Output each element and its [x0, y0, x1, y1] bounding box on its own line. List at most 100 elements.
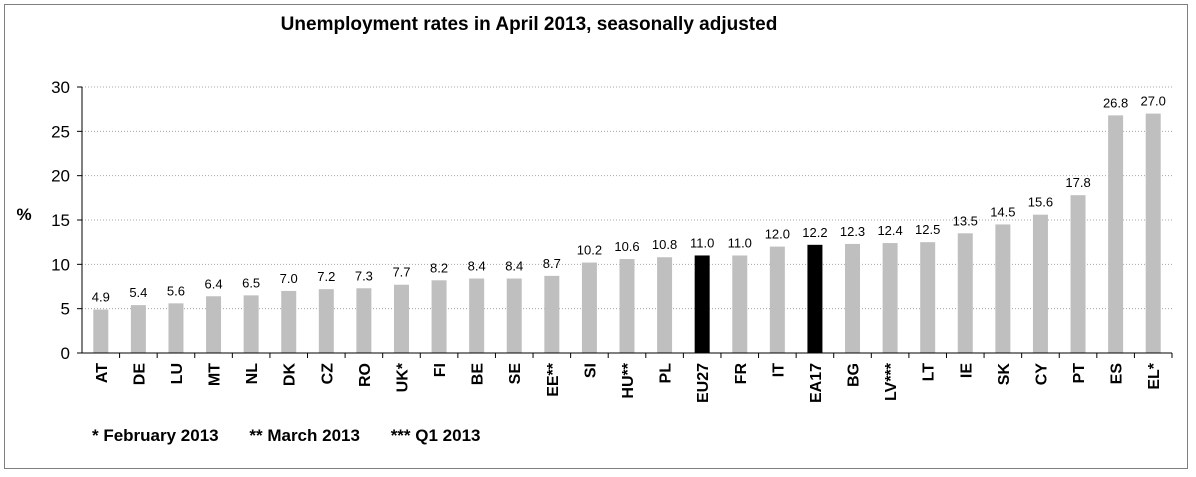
- y-tick-label: 20: [51, 167, 70, 186]
- data-label: 10.8: [652, 237, 677, 252]
- data-label: 12.0: [765, 227, 790, 242]
- x-tick-label: EA17: [808, 363, 825, 403]
- y-tick-label: 5: [61, 300, 70, 319]
- x-tick-label: FR: [733, 363, 750, 385]
- x-tick-label: BG: [846, 363, 863, 387]
- data-label: 6.5: [242, 275, 260, 290]
- data-label: 5.4: [129, 285, 147, 300]
- data-label: 13.5: [953, 213, 978, 228]
- x-tick-label: HU**: [620, 362, 637, 398]
- x-tick-label: NL: [244, 363, 261, 385]
- x-tick-label: MT: [207, 363, 224, 386]
- footnote-1: * February 2013: [92, 426, 219, 445]
- bar: [995, 224, 1011, 353]
- bar: [356, 288, 372, 353]
- bar: [1108, 115, 1124, 353]
- x-tick-label: FI: [432, 363, 449, 377]
- bar: [694, 255, 710, 353]
- bar: [657, 257, 673, 353]
- y-axis-label: %: [16, 205, 31, 224]
- data-label: 7.0: [280, 271, 298, 286]
- bar: [130, 305, 146, 353]
- y-tick-label: 25: [51, 122, 70, 141]
- data-label: 7.7: [392, 265, 410, 280]
- bar: [393, 284, 409, 353]
- data-label: 11.0: [728, 235, 752, 250]
- x-tick-label: CY: [1033, 363, 1050, 386]
- bar: [769, 246, 785, 353]
- bar: [469, 278, 485, 353]
- bars: [93, 113, 1161, 353]
- data-label: 27.0: [1141, 94, 1166, 109]
- bar: [206, 296, 222, 353]
- data-label: 5.6: [167, 283, 185, 298]
- x-tick-label: EL*: [1146, 362, 1163, 389]
- data-label: 10.6: [614, 239, 639, 254]
- x-tick-label: EU27: [695, 363, 712, 403]
- x-tick-label: IE: [958, 363, 975, 378]
- x-tick-label: DK: [282, 363, 299, 387]
- bar: [619, 259, 635, 353]
- bar: [957, 233, 973, 353]
- x-tick-label: BE: [470, 363, 487, 386]
- bar: [882, 243, 898, 353]
- labels: 0 5 10 15 20 25 30% 4.9 AT 5.4 DE 5.6 LU 6.4 MT 6.5 NL 7.…: [16, 78, 1165, 403]
- axes: [77, 86, 1173, 358]
- bar: [1145, 113, 1161, 353]
- data-label: 12.3: [840, 224, 865, 239]
- y-tick-label: 15: [51, 211, 70, 230]
- bar: [920, 242, 936, 353]
- x-tick-label: SI: [582, 363, 599, 378]
- x-tick-label: LU: [169, 363, 186, 384]
- y-tick-label: 30: [51, 78, 70, 97]
- data-label: 4.9: [92, 290, 110, 305]
- x-tick-label: CZ: [319, 363, 336, 385]
- bar: [544, 275, 560, 353]
- footnote-3: *** Q1 2013: [390, 426, 481, 445]
- bar: [281, 290, 297, 353]
- bar: [431, 280, 447, 353]
- bar: [93, 309, 109, 353]
- bar: [807, 244, 823, 353]
- x-tick-label: ES: [1109, 363, 1126, 385]
- y-tick-label: 10: [51, 255, 70, 274]
- bar: [506, 278, 522, 353]
- data-label: 7.2: [317, 269, 335, 284]
- data-label: 8.4: [468, 259, 486, 274]
- data-label: 8.2: [430, 260, 448, 275]
- bar: [845, 243, 861, 353]
- footnotes: * February 2013 ** March 2013 *** Q1 201…: [92, 426, 506, 446]
- data-label: 14.5: [990, 204, 1015, 219]
- x-tick-label: UK*: [394, 362, 411, 392]
- data-label: 6.4: [205, 276, 223, 291]
- x-tick-label: SE: [507, 363, 524, 385]
- data-label: 10.2: [577, 243, 602, 258]
- bar: [581, 262, 597, 353]
- data-label: 8.7: [543, 256, 561, 271]
- data-label: 12.5: [915, 222, 940, 237]
- x-tick-label: AT: [94, 363, 111, 383]
- bar: [732, 255, 748, 353]
- bar: [1070, 195, 1086, 353]
- data-label: 15.6: [1028, 195, 1053, 210]
- x-tick-label: DE: [131, 363, 148, 386]
- data-label: 7.3: [355, 268, 373, 283]
- x-tick-label: PT: [1071, 363, 1088, 384]
- bar: [1032, 214, 1048, 353]
- x-tick-label: PL: [658, 363, 675, 384]
- data-label: 11.0: [690, 235, 714, 250]
- footnote-2: ** March 2013: [249, 426, 360, 445]
- x-tick-label: RO: [357, 363, 374, 387]
- chart-title: Unemployment rates in April 2013, season…: [280, 14, 778, 35]
- bar: [168, 303, 184, 353]
- data-label: 12.4: [877, 223, 902, 238]
- x-tick-label: SK: [996, 363, 1013, 386]
- x-tick-label: IT: [770, 363, 787, 377]
- bar: [318, 289, 334, 353]
- bar: [243, 295, 259, 353]
- x-tick-label: EE**: [545, 362, 562, 397]
- data-label: 17.8: [1065, 175, 1090, 190]
- data-label: 26.8: [1103, 95, 1128, 110]
- data-label: 8.4: [505, 259, 523, 274]
